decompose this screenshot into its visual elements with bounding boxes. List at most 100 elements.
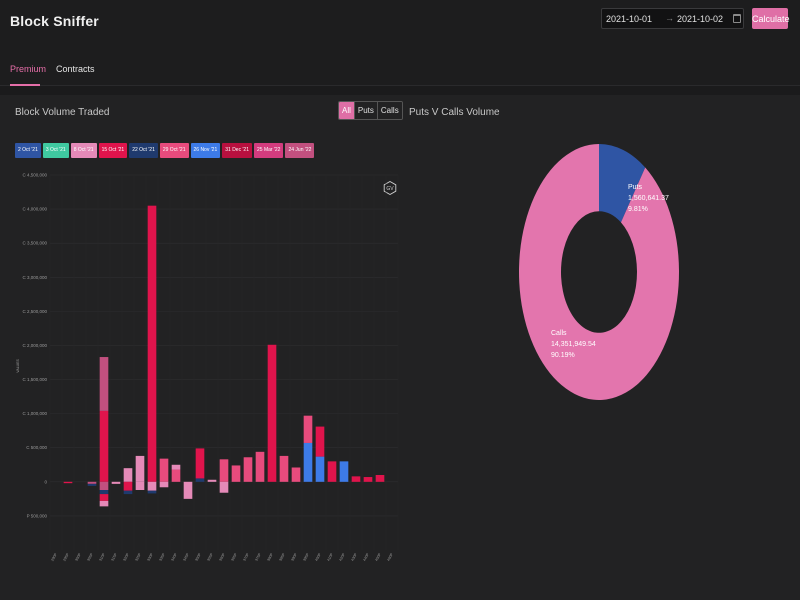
legend-item[interactable]: 25 Mar '22 — [254, 143, 284, 158]
bar-segment[interactable] — [111, 481, 121, 484]
gv-logo-icon[interactable]: GV — [383, 181, 397, 195]
block-volume-chart: C 4,500,000 C 4,000,000 C 3,500,000 C 3,000… — [16, 173, 399, 562]
date-start-input[interactable]: 2021-10-01 — [606, 14, 653, 24]
bar-segment[interactable] — [171, 469, 181, 482]
bar-segment[interactable] — [63, 481, 73, 484]
bar-segment[interactable] — [303, 442, 313, 482]
bar-segment[interactable] — [135, 481, 145, 490]
pie-slice-puts[interactable] — [599, 144, 646, 223]
bar-segment[interactable] — [99, 410, 109, 482]
legend-item[interactable]: 29 Oct '21 — [159, 143, 189, 158]
bar-segment[interactable] — [327, 461, 337, 482]
puts-value: 1,560,641.37 — [628, 195, 669, 202]
bar-segment[interactable] — [147, 205, 157, 482]
puts-calls-donut — [519, 144, 679, 400]
x-tick-label: 460P — [386, 552, 394, 562]
bar-segment[interactable] — [351, 476, 361, 482]
x-tick-label: 380P — [266, 552, 274, 562]
x-tick-label: 310P — [98, 552, 106, 562]
x-tick-label: 315P — [110, 552, 118, 562]
legend-item[interactable]: 26 Nov '21 — [190, 143, 221, 158]
calendar-icon[interactable] — [733, 14, 741, 23]
x-tick-label: 340P — [170, 552, 178, 562]
y-tick-label: C 500,000 — [26, 445, 47, 450]
x-tick-label: 300P — [74, 552, 82, 562]
bar-segment[interactable] — [135, 455, 145, 482]
legend-item[interactable]: 8 Oct '21 — [70, 143, 97, 158]
legend-item[interactable]: 3 Oct '21 — [42, 143, 69, 158]
x-tick-label: 450P — [374, 552, 382, 562]
bar-segment[interactable] — [123, 481, 133, 491]
bar-segment[interactable] — [195, 478, 205, 482]
bar-segment[interactable] — [255, 451, 265, 482]
bar-segment[interactable] — [195, 448, 205, 479]
calculate-button[interactable]: Calculate — [752, 8, 790, 29]
bar-segment[interactable] — [315, 456, 325, 482]
bar-segment[interactable] — [87, 481, 97, 484]
calls-label: Calls 14,351,949.54 90.19% — [551, 328, 596, 361]
x-tick-label: 420P — [338, 552, 346, 562]
tab-premium[interactable]: Premium — [10, 64, 47, 74]
legend-item[interactable]: 15 Oct '21 — [98, 143, 128, 158]
legend-item[interactable]: 22 Oct '21 — [129, 143, 158, 158]
legend-item[interactable]: 2 Oct '21 — [15, 143, 41, 158]
y-tick-label: C 2,000,000 — [22, 343, 47, 348]
date-end-input[interactable]: 2021-10-02 — [677, 14, 724, 24]
pie-slice-calls[interactable] — [519, 144, 679, 400]
bar-segment[interactable] — [99, 481, 109, 490]
x-tick-label: 385P — [278, 552, 286, 562]
bar-segment[interactable] — [159, 458, 169, 482]
date-separator: → — [665, 13, 674, 23]
block-volume-title: Block Volume Traded — [15, 107, 110, 118]
bar-segment[interactable] — [291, 467, 301, 482]
filter-calls-button[interactable]: Calls — [377, 102, 402, 119]
bar-segment[interactable] — [147, 481, 157, 491]
x-tick-label: 360P — [218, 552, 226, 562]
bar-segment[interactable] — [279, 455, 289, 482]
bar-segment[interactable] — [375, 475, 385, 482]
bar-segment[interactable] — [267, 344, 277, 482]
bar-segment[interactable] — [207, 479, 217, 482]
filter-puts-button[interactable]: Puts — [354, 102, 378, 119]
filter-all-button[interactable]: All — [339, 102, 355, 119]
bar-segment[interactable] — [159, 481, 169, 488]
active-tab-indicator — [10, 84, 40, 86]
calls-name: Calls — [551, 330, 567, 337]
bar-segment[interactable] — [99, 494, 109, 501]
bar-segment[interactable] — [315, 426, 325, 457]
bar-segment[interactable] — [171, 464, 181, 470]
legend-item[interactable]: 24 Jun '22 — [285, 143, 315, 158]
date-range-picker[interactable]: 2021-10-01 → 2021-10-02 — [601, 8, 744, 29]
y-tick-label: 0 — [44, 479, 47, 484]
bar-segment[interactable] — [99, 490, 109, 495]
bar-segment[interactable] — [183, 481, 193, 499]
tab-contracts[interactable]: Contracts — [56, 64, 95, 74]
bar-segment[interactable] — [339, 461, 349, 482]
x-tick-label: 430P — [350, 552, 358, 562]
bar-segment[interactable] — [99, 357, 109, 411]
puts-name: Puts — [628, 184, 643, 191]
bar-segment[interactable] — [303, 415, 313, 443]
x-tick-label: 400P — [314, 552, 322, 562]
puts-percent: 9.81% — [628, 206, 648, 213]
y-tick-label: C 1,500,000 — [22, 377, 47, 382]
legend-item[interactable]: 31 Dec '21 — [222, 143, 252, 158]
bar-segment[interactable] — [123, 468, 133, 482]
x-tick-label: 355P — [206, 552, 214, 562]
bar-segment[interactable] — [363, 477, 373, 482]
bar-segment[interactable] — [123, 490, 133, 495]
bar-segment[interactable] — [219, 459, 229, 482]
bar-segment[interactable] — [99, 500, 109, 507]
x-tick-label: 325P — [134, 552, 142, 562]
bar-segment[interactable] — [243, 457, 253, 482]
bar-segment[interactable] — [147, 490, 157, 494]
bar-segment[interactable] — [87, 483, 97, 486]
x-tick-label: 305P — [86, 552, 94, 562]
x-tick-label: 410P — [326, 552, 334, 562]
bar-segment[interactable] — [231, 465, 241, 482]
y-tick-label: C 4,000,000 — [22, 207, 47, 212]
y-tick-label: C 3,000,000 — [22, 275, 47, 280]
x-tick-label: 335P — [158, 552, 166, 562]
x-tick-label: 370P — [242, 552, 250, 562]
bar-segment[interactable] — [219, 481, 229, 493]
